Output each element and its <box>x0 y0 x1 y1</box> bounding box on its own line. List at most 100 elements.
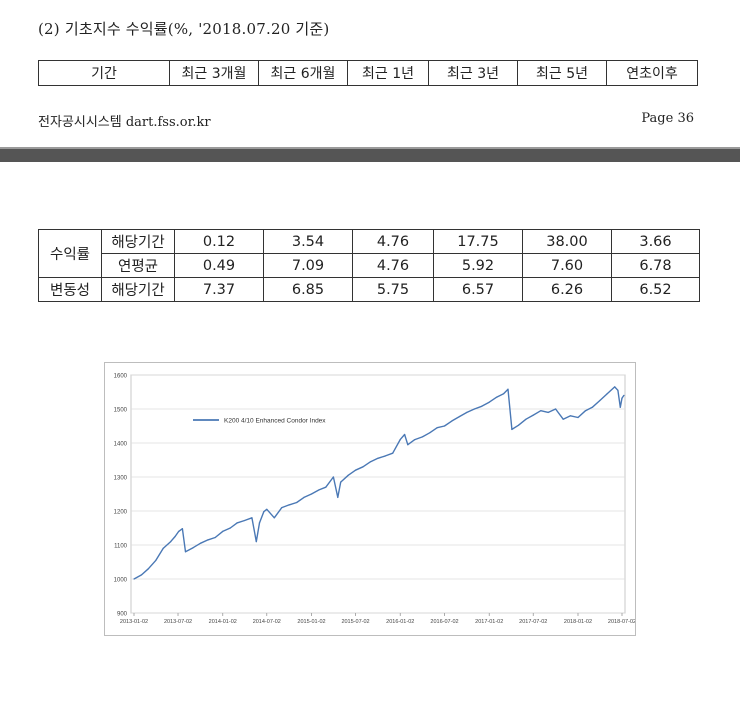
page-divider <box>0 149 740 162</box>
x-tick-label: 2013-01-02 <box>120 619 148 625</box>
data-point <box>591 406 593 408</box>
y-tick-label: 1600 <box>114 374 128 380</box>
x-tick-label: 2017-07-02 <box>519 619 547 625</box>
data-point <box>517 424 520 426</box>
data-point <box>170 541 172 543</box>
value-cell: 7.37 <box>174 277 264 302</box>
data-point <box>614 386 616 388</box>
value-cell: 3.54 <box>263 229 353 254</box>
data-point <box>244 519 246 522</box>
data-point <box>496 396 498 398</box>
data-point <box>369 461 372 463</box>
x-tick-label: 2014-01-02 <box>209 619 237 625</box>
data-point <box>577 416 579 419</box>
data-point <box>207 539 209 541</box>
data-point <box>399 439 401 441</box>
data-point <box>421 436 423 438</box>
returns-table: 수익률 해당기간 0.12 3.54 4.76 17.75 38.00 3.66… <box>38 229 700 302</box>
y-tick-label: 1400 <box>114 442 128 448</box>
data-point <box>569 415 572 417</box>
data-point <box>443 425 446 427</box>
data-point <box>547 411 549 413</box>
data-point <box>192 547 194 549</box>
data-point <box>263 511 265 513</box>
data-point <box>296 501 298 504</box>
y-tick-label: 1500 <box>114 408 128 414</box>
data-point <box>174 535 176 538</box>
table-row: 변동성 해당기간 7.37 6.85 5.75 6.57 6.26 6.52 <box>38 277 700 302</box>
table-row: 수익률 해당기간 0.12 3.54 4.76 17.75 38.00 3.66 <box>38 229 700 278</box>
period-cell: 연초이후 <box>606 60 698 86</box>
data-point <box>162 547 164 549</box>
data-point <box>555 408 557 410</box>
data-point <box>255 541 257 543</box>
data-point <box>266 508 268 510</box>
data-point <box>384 455 387 457</box>
period-cell: 최근 1년 <box>347 60 429 86</box>
data-point <box>404 433 406 436</box>
data-point <box>511 428 513 430</box>
data-point <box>133 578 135 580</box>
data-point <box>258 522 261 524</box>
x-tick-label: 2014-07-02 <box>253 619 281 625</box>
data-point <box>354 469 357 471</box>
value-cell: 17.75 <box>433 229 523 254</box>
data-point <box>214 536 216 539</box>
data-point <box>288 504 290 506</box>
data-point <box>392 452 394 454</box>
data-point <box>332 476 334 478</box>
data-point <box>340 481 342 483</box>
y-tick-label: 1300 <box>114 476 128 482</box>
data-point <box>325 486 327 488</box>
data-point <box>488 401 490 403</box>
period-cell: 최근 6개월 <box>258 60 348 86</box>
data-point <box>251 517 253 519</box>
data-point <box>147 568 149 570</box>
value-cell: 4.76 <box>352 229 434 254</box>
x-tick-label: 2017-01-02 <box>475 619 503 625</box>
data-point <box>140 574 143 576</box>
y-tick-label: 1200 <box>114 510 128 516</box>
data-point <box>222 530 224 532</box>
data-point <box>473 408 476 410</box>
data-point <box>281 507 283 509</box>
data-point <box>429 432 431 434</box>
period-cell: 최근 5년 <box>517 60 607 86</box>
data-point <box>584 410 587 412</box>
x-tick-label: 2018-01-02 <box>564 619 592 625</box>
data-point <box>347 474 349 476</box>
x-tick-label: 2013-07-02 <box>164 619 192 625</box>
data-point <box>619 406 621 408</box>
value-cell: 6.26 <box>522 277 612 302</box>
row-label: 연평균 <box>101 253 175 278</box>
x-tick-label: 2016-01-02 <box>386 619 414 625</box>
data-point <box>229 527 231 529</box>
period-header-cell: 기간 <box>38 60 170 86</box>
data-point <box>481 405 483 407</box>
row-label: 해당기간 <box>101 277 175 302</box>
data-point <box>606 393 608 395</box>
data-point <box>414 439 416 441</box>
data-point <box>502 393 505 395</box>
data-point <box>507 388 509 390</box>
value-cell: 6.85 <box>263 277 353 302</box>
page-divider-shadow <box>0 147 740 149</box>
data-point <box>303 496 305 498</box>
data-point <box>436 427 438 429</box>
data-point <box>599 399 601 402</box>
y-tick-label: 1100 <box>114 544 128 550</box>
x-tick-label: 2015-01-02 <box>297 619 325 625</box>
value-cell: 6.52 <box>611 277 700 302</box>
y-tick-label: 900 <box>117 612 128 618</box>
section-title: (2) 기초지수 수익률(%, '2018.07.20 기준) <box>38 20 330 38</box>
value-cell: 6.78 <box>611 253 700 278</box>
data-point <box>617 389 619 391</box>
data-point <box>562 418 564 420</box>
value-cell: 4.76 <box>352 253 434 278</box>
series-line <box>133 386 625 580</box>
value-cell: 5.92 <box>433 253 523 278</box>
value-cell: 3.66 <box>611 229 700 254</box>
data-point <box>337 496 339 498</box>
footer-source: 전자공시시스템 dart.fss.or.kr <box>38 115 211 130</box>
page-number: Page 36 <box>641 111 694 126</box>
